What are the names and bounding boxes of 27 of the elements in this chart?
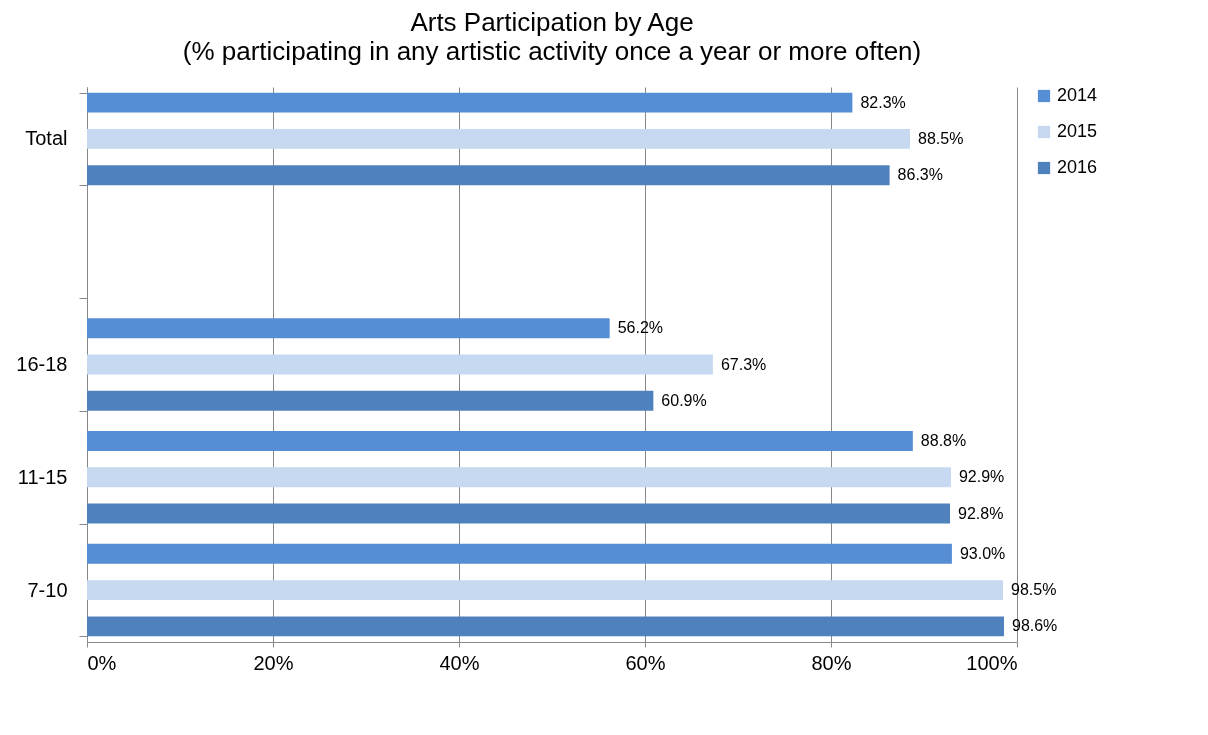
x-tick-label: 80% xyxy=(811,651,852,674)
data-label: 88.5% xyxy=(918,129,964,147)
data-label: 82.3% xyxy=(860,93,906,111)
x-tick-label: 60% xyxy=(625,651,666,674)
data-label: 98.5% xyxy=(1011,581,1057,599)
data-label: 93.0% xyxy=(959,544,1006,562)
data-label: 86.3% xyxy=(897,166,943,184)
legend-label: 2014 xyxy=(1057,85,1098,105)
chart-title: Arts Participation by Age xyxy=(410,7,694,37)
x-tick-label: 20% xyxy=(253,651,294,674)
data-label: 88.8% xyxy=(920,432,967,450)
data-label: 56.2% xyxy=(617,319,664,337)
data-label: 67.3% xyxy=(720,355,767,373)
y-tick-label: 11-15 xyxy=(17,465,68,488)
x-tick-label: 100% xyxy=(966,651,1018,674)
legend-label: 2015 xyxy=(1057,121,1098,141)
y-tick-label: Total xyxy=(25,127,68,150)
chart-subtitle: (% participating in any artistic activity once a year or more often) xyxy=(182,36,922,66)
data-label: 98.6% xyxy=(1011,617,1058,635)
x-tick-label: 0% xyxy=(87,651,117,674)
y-tick-label: 16-18 xyxy=(16,353,68,375)
legend-label: 2016 xyxy=(1057,157,1098,177)
data-label: 92.9% xyxy=(958,468,1005,486)
data-label: 92.8% xyxy=(958,504,1004,522)
data-label: 60.9% xyxy=(661,391,707,409)
y-tick-label: 7-10 xyxy=(27,578,68,601)
x-tick-label: 40% xyxy=(439,651,480,674)
